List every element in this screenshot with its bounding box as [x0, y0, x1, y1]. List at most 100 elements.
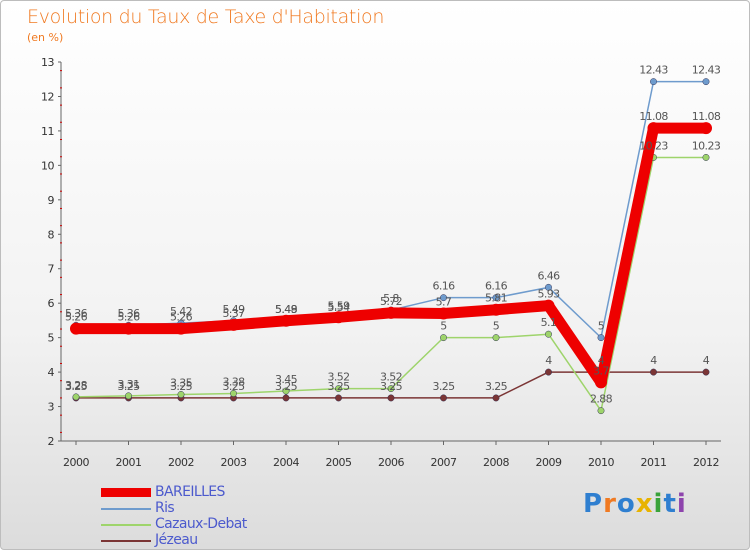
logo-letter: o	[616, 489, 636, 519]
data-point-cazaux-debat	[335, 385, 342, 393]
data-point-jezeau	[387, 394, 395, 402]
data-label-ris: 6.16	[432, 280, 455, 293]
data-label-cazaux-debat: 10.23	[692, 139, 721, 152]
legend-label-cazaux-debat: Cazaux-Debat	[155, 516, 247, 532]
y-tick-label: 10	[41, 159, 54, 172]
data-label-cazaux-debat: 3.28	[65, 379, 88, 392]
y-tick-label: 9	[48, 194, 55, 207]
x-tick-label: 2000	[63, 456, 89, 469]
data-label-bareilles: 3.7	[593, 364, 609, 377]
x-tick-label: 2008	[483, 456, 509, 469]
data-label-ris: 5	[598, 320, 605, 333]
y-tick-label: 5	[48, 332, 55, 345]
series-line-bareilles	[70, 122, 712, 388]
data-point-bareilles	[122, 322, 135, 335]
data-label-bareilles: 5.93	[537, 288, 560, 301]
data-label-ris: 5.54	[327, 301, 350, 314]
data-point-cazaux-debat	[230, 390, 237, 397]
chart-subtitle: (en %)	[27, 31, 64, 44]
data-label-bareilles: 5.59	[327, 299, 350, 312]
data-label-ris: 5.42	[170, 305, 192, 318]
legend-label-jezeau: Jézeau	[155, 532, 198, 548]
data-point-jezeau	[492, 394, 500, 402]
data-label-cazaux-debat: 3.35	[170, 376, 193, 389]
data-label-ris: 5.36	[65, 307, 88, 320]
data-point-cazaux-debat	[177, 391, 185, 398]
x-tick-label: 2001	[116, 456, 142, 469]
y-tick-label: 13	[41, 56, 54, 69]
y-tick-label: 6	[48, 297, 55, 310]
data-point-cazaux-debat	[387, 385, 395, 393]
data-label-cazaux-debat: 3.52	[380, 371, 402, 384]
legend-item-jezeau: Jézeau	[101, 532, 341, 548]
logo-letter: x	[635, 489, 654, 519]
data-label-bareilles: 5.26	[65, 311, 88, 324]
y-tick-label: 4	[48, 366, 55, 379]
legend-swatch-ris	[101, 508, 151, 510]
data-point-cazaux-debat	[282, 387, 290, 395]
legend: BAREILLES Ris Cazaux-Debat Jézeau	[101, 484, 341, 548]
data-label-cazaux-debat: 5	[440, 320, 447, 333]
legend-item-ris: Ris	[101, 500, 341, 516]
legend-swatch-jezeau	[101, 540, 151, 542]
data-point-cazaux-debat	[125, 392, 132, 400]
data-label-bareilles: 5.26	[117, 311, 140, 324]
data-point-jezeau	[650, 368, 657, 376]
x-tick-label: 2012	[693, 456, 719, 469]
logo-letter: t	[663, 489, 677, 519]
legend-label-ris: Ris	[155, 500, 175, 516]
data-label-ris: 12.43	[692, 64, 721, 77]
data-label-bareilles: 5.7	[436, 296, 452, 309]
data-label-jezeau: 3.25	[380, 380, 403, 393]
data-label-jezeau: 3.25	[117, 380, 140, 393]
data-label-cazaux-debat: 2.88	[590, 393, 613, 406]
data-label-ris: 5.49	[222, 303, 245, 316]
data-point-cazaux-debat	[702, 153, 710, 161]
data-point-bareilles	[700, 122, 712, 135]
data-point-bareilles	[595, 376, 607, 389]
data-label-cazaux-debat: 3.31	[117, 378, 139, 391]
data-point-cazaux-debat	[72, 393, 80, 401]
data-label-jezeau: 3.25	[432, 380, 455, 393]
data-label-jezeau: 3.25	[485, 380, 508, 393]
x-tick-label: 2003	[221, 456, 247, 469]
data-label-ris: 5.8	[383, 292, 399, 305]
x-tick-label: 2009	[536, 456, 562, 469]
data-point-bareilles	[542, 299, 555, 312]
data-label-cazaux-debat: 3.45	[275, 373, 298, 386]
logo-letter: i	[653, 489, 664, 519]
data-label-jezeau: 3.25	[222, 380, 245, 393]
data-point-bareilles	[175, 322, 187, 335]
x-tick-label: 2010	[588, 456, 614, 469]
data-point-jezeau	[282, 394, 290, 402]
data-label-bareilles: 11.08	[639, 110, 668, 123]
proxiti-logo: Proxiti	[583, 489, 687, 519]
x-tick-label: 2007	[431, 456, 457, 469]
data-point-bareilles	[385, 306, 397, 319]
data-label-bareilles: 5.37	[222, 307, 245, 320]
data-label-jezeau: 4	[598, 354, 605, 367]
data-label-jezeau: 3.25	[170, 380, 193, 393]
legend-item-cazaux-debat: Cazaux-Debat	[101, 516, 341, 532]
legend-label-bareilles: BAREILLES	[155, 484, 225, 500]
y-tick-label: 8	[48, 228, 55, 241]
y-tick-label: 11	[41, 125, 54, 138]
data-point-jezeau	[335, 394, 342, 402]
chart-title: Evolution du Taux de Taxe d'Habitation	[27, 6, 385, 28]
data-label-jezeau: 3.25	[275, 380, 298, 393]
data-label-ris: 5.36	[117, 307, 140, 320]
data-point-ris	[702, 78, 710, 86]
data-point-bareilles	[437, 307, 450, 320]
y-tick-label: 2	[48, 435, 55, 448]
data-point-bareilles	[70, 322, 82, 335]
data-label-bareilles: 11.08	[692, 110, 721, 123]
data-point-bareilles	[490, 303, 502, 316]
data-label-jezeau: 4	[703, 354, 710, 367]
y-tick-label: 3	[48, 401, 55, 414]
x-tick-label: 2002	[168, 456, 194, 469]
data-label-cazaux-debat: 5	[493, 320, 500, 333]
data-point-bareilles	[280, 314, 292, 327]
x-tick-label: 2006	[378, 456, 404, 469]
